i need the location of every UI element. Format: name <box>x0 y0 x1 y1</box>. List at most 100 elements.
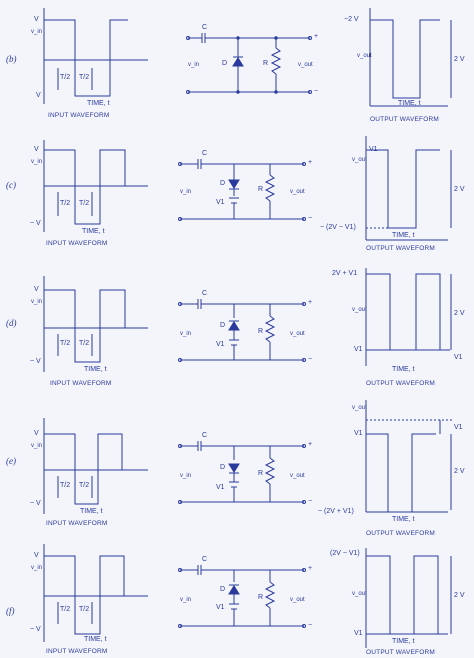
input-half-period-1: T/2 <box>60 340 71 347</box>
capacitor-label: C <box>202 24 208 31</box>
row-tag: (d) <box>6 318 17 328</box>
circuit-v-in: v_in <box>180 331 192 337</box>
output-v1-left: V1 <box>354 430 363 437</box>
input-v-top: V <box>34 552 39 559</box>
input-v-top: V <box>34 16 39 23</box>
input-half-period-2: T/2 <box>79 482 90 489</box>
output-v-out: v_out <box>352 591 367 597</box>
output-amplitude: 2 V <box>454 310 465 317</box>
circuit-minus: − <box>308 215 313 222</box>
input-half-period-2: T/2 <box>79 340 90 347</box>
circuit-v-out: v_out <box>290 189 305 195</box>
input-half-period-1: T/2 <box>60 74 71 81</box>
input-half-period-2: T/2 <box>79 200 90 207</box>
input-v-top: V <box>34 286 39 293</box>
input-v-in: v_in <box>31 159 43 165</box>
diode-label: D <box>220 322 226 329</box>
input-v-in: v_in <box>31 443 43 449</box>
input-v-bottom: V <box>36 92 41 99</box>
output-amplitude: 2 V <box>454 186 465 193</box>
input-v-top: V <box>34 146 39 153</box>
input-v-bottom: − V <box>30 626 41 633</box>
input-square-wave <box>44 19 128 97</box>
circuit-v-out: v_out <box>290 597 305 603</box>
circuit-minus: − <box>308 498 313 505</box>
circuit-v-out: v_out <box>290 473 305 479</box>
output-time-label: TIME, t <box>392 232 415 239</box>
resistor-label: R <box>263 60 269 67</box>
output-v-out: v_out <box>357 53 372 59</box>
output-bottom-label: − (2V + V1) <box>318 508 354 515</box>
diode-label: D <box>220 180 226 187</box>
output-time-label: TIME, t <box>392 638 415 645</box>
input-half-period-1: T/2 <box>60 606 71 613</box>
output-caption: OUTPUT WAVEFORM <box>370 116 439 123</box>
output-amplitude: 2 V <box>454 56 465 63</box>
input-time-label: TIME, t <box>84 636 107 643</box>
diode-label: D <box>220 586 226 593</box>
circuit-plus: + <box>308 159 313 166</box>
circuit-plus: + <box>308 299 313 306</box>
circuit-minus: − <box>308 356 313 363</box>
input-time-label: TIME, t <box>84 366 107 373</box>
input-caption: INPUT WAVEFORM <box>46 240 108 247</box>
input-time-label: TIME, t <box>82 228 105 235</box>
bias-source-label: V1 <box>216 199 225 206</box>
diode-label: D <box>222 60 228 67</box>
resistor-label: R <box>258 328 264 335</box>
output-v1-right: V1 <box>454 424 463 431</box>
circuit-v-out: v_out <box>298 62 313 68</box>
bias-source-label: V1 <box>216 484 225 491</box>
circuit-v-in: v_in <box>180 597 192 603</box>
output-top-label: 2V + V1 <box>332 270 358 277</box>
output-square-wave <box>370 19 440 99</box>
row-tag: (c) <box>6 180 16 190</box>
capacitor-label: C <box>202 290 208 297</box>
output-v1-label: V1 <box>354 630 363 637</box>
output-v1-label: V1 <box>369 146 378 153</box>
input-v-in: v_in <box>31 299 43 305</box>
circuit-minus: − <box>314 88 319 95</box>
circuit-v-in: v_in <box>188 62 200 68</box>
circuit-plus: + <box>308 441 313 448</box>
output-amplitude: 2 V <box>454 468 465 475</box>
circuit-plus: + <box>308 565 313 572</box>
output-time-label: TIME, t <box>398 100 421 107</box>
diode-label: D <box>220 464 226 471</box>
output-v-out: v_out <box>352 157 367 163</box>
input-v-bottom: − V <box>30 358 41 365</box>
circuit-minus: − <box>308 622 313 629</box>
input-caption: INPUT WAVEFORM <box>46 648 108 655</box>
output-caption: OUTPUT WAVEFORM <box>366 245 435 252</box>
output-top-label: (2V − V1) <box>330 550 360 557</box>
resistor-label: R <box>258 594 264 601</box>
output-v1-right: V1 <box>454 354 463 361</box>
input-v-top: V <box>34 430 39 437</box>
input-v-in: v_in <box>31 29 43 35</box>
input-half-period-1: T/2 <box>60 200 71 207</box>
output-time-label: TIME, t <box>392 516 415 523</box>
bias-source-label: V1 <box>216 604 225 611</box>
circuit-v-in: v_in <box>180 189 192 195</box>
output-top-label: −2 V <box>344 16 359 23</box>
input-half-period-2: T/2 <box>79 606 90 613</box>
bias-source-label: V1 <box>216 341 225 348</box>
output-v-out: v_out <box>352 307 367 313</box>
resistor-label: R <box>258 470 264 477</box>
resistor-label: R <box>258 186 264 193</box>
input-caption: INPUT WAVEFORM <box>46 520 108 527</box>
output-v-out: v_out <box>352 405 367 411</box>
input-v-bottom: − V <box>30 220 41 227</box>
row-tag: (e) <box>6 456 16 466</box>
input-v-in: v_in <box>31 565 43 571</box>
input-time-label: TIME, t <box>87 100 110 107</box>
input-caption: INPUT WAVEFORM <box>48 112 110 119</box>
circuit-v-in: v_in <box>180 473 192 479</box>
output-caption: OUTPUT WAVEFORM <box>366 530 435 537</box>
capacitor-label: C <box>202 150 208 157</box>
